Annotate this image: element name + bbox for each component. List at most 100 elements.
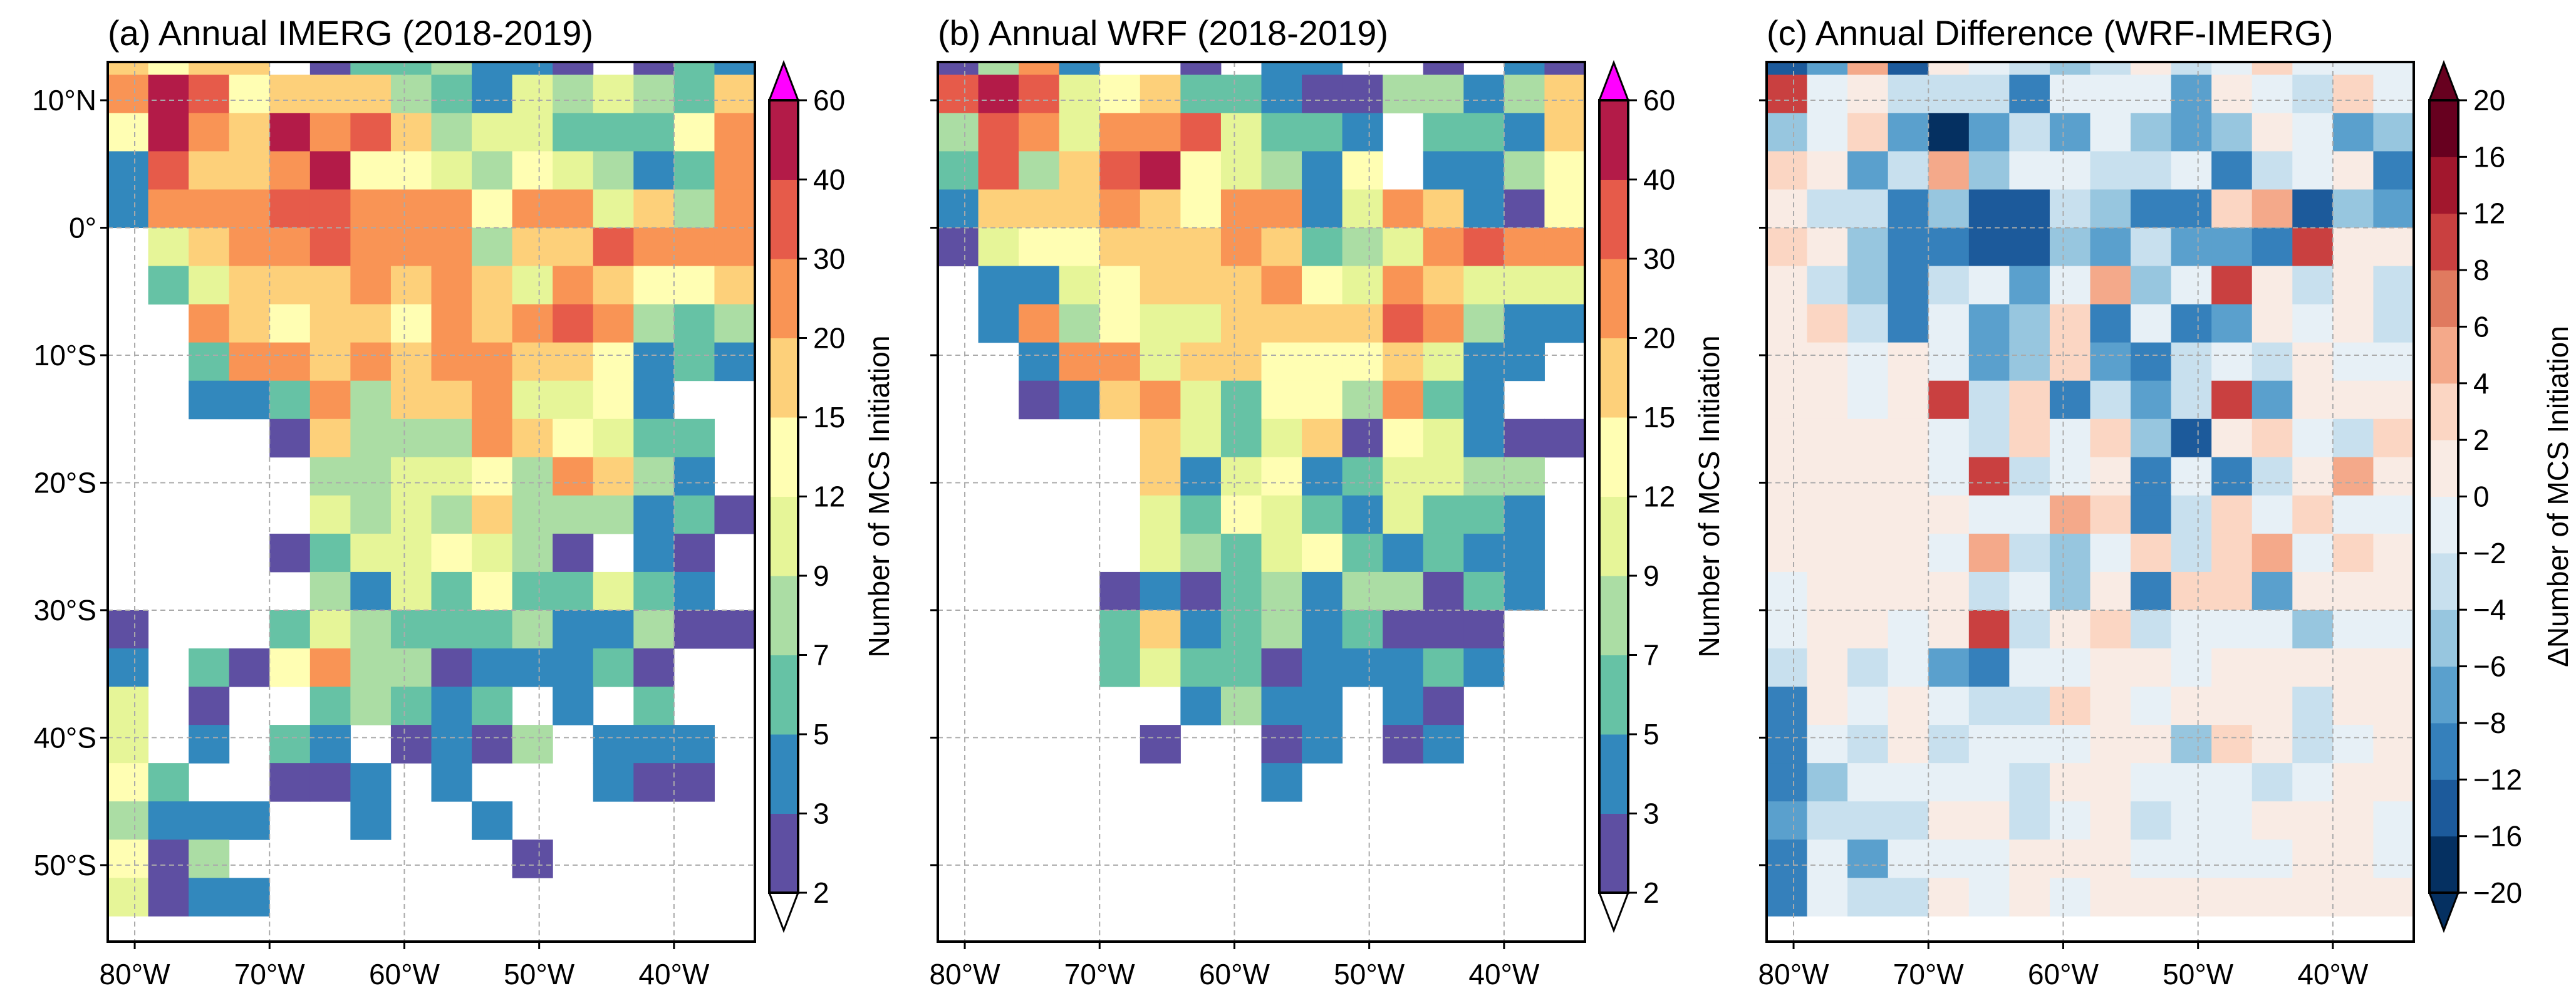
heatmap-cell [2211,687,2253,725]
heatmap-cell [1463,304,1505,343]
colorbar-tick-label: 4 [2473,367,2490,400]
heatmap-cell [1807,418,1848,458]
heatmap-cell [350,687,392,725]
colorbar-extend-max [2428,60,2460,101]
heatmap-cell [2009,648,2050,687]
heatmap-cell [1928,495,1970,534]
heatmap-cell [1220,113,1262,152]
heatmap-cell [633,457,675,496]
heatmap-cell [512,266,553,305]
heatmap-cell [108,687,149,725]
colorbar-tick-label: 2 [813,876,829,909]
heatmap-cell [350,189,392,229]
heatmap-cell [2090,687,2131,725]
heatmap-cell [1463,266,1505,305]
heatmap-cell [148,62,189,75]
heatmap-cell [1928,418,1970,458]
heatmap-cell [633,648,675,687]
heatmap-cell [2131,495,2172,534]
heatmap-cell [2049,113,2090,152]
heatmap-cell [390,380,432,420]
heatmap-cell [2373,648,2414,687]
heatmap-cell [1767,304,1808,343]
heatmap-cell [1140,533,1181,573]
heatmap-cell [148,151,189,190]
heatmap-cell [1928,266,1970,305]
heatmap-cell [553,495,594,534]
heatmap-cell [1220,266,1262,305]
heatmap-cell [1383,457,1424,496]
heatmap-cell [1019,227,1060,267]
heatmap-cell [1767,113,1808,152]
heatmap-cell [390,113,432,152]
heatmap-cell [553,687,594,725]
heatmap-cell [2009,687,2050,725]
heatmap-cell [1767,801,1808,840]
heatmap-cell [593,113,634,152]
colorbar-bin [2429,440,2458,497]
heatmap-cell [673,610,715,649]
heatmap-cell [633,725,675,764]
heatmap-cell [2131,801,2172,840]
heatmap-cell [229,189,270,229]
heatmap-cell [1220,151,1262,190]
x-tick-label: 50°W [1334,958,1405,990]
heatmap-cell [2211,113,2253,152]
heatmap-cell [390,266,432,305]
heatmap-cell [431,725,472,764]
heatmap-cell [1342,304,1383,343]
colorbar-tick-label: 8 [2473,254,2490,286]
heatmap-cell [269,533,311,573]
heatmap-cell [2373,763,2414,802]
heatmap-cell [553,533,594,573]
heatmap-cell [189,266,230,305]
heatmap-cell [2292,648,2334,687]
heatmap-cell [1220,75,1262,113]
heatmap-cell [1099,342,1141,382]
heatmap-cell [1342,151,1383,190]
heatmap-cell [1342,342,1383,382]
heatmap-cell [2131,725,2172,764]
heatmap-cell [1220,571,1262,611]
heatmap-cell [350,266,392,305]
heatmap-cell [2090,610,2131,649]
heatmap-cell [309,62,351,75]
heatmap-cell [1807,687,1848,725]
heatmap-cell [2292,725,2334,764]
heatmap-cell [269,763,311,802]
heatmap-cell [1099,151,1141,190]
heatmap-cell [1928,342,1970,382]
heatmap-cell [269,113,311,152]
heatmap-cell [1180,495,1222,534]
colorbar-tick-label: −16 [2473,820,2522,853]
colorbar-bin [1599,734,1628,814]
heatmap-cell [1261,725,1302,764]
heatmap-cell [1059,62,1100,75]
heatmap-cell [2131,457,2172,496]
colorbar-bin [2429,610,2458,667]
heatmap-cell [553,342,594,382]
heatmap-cell [2090,227,2131,267]
heatmap-cell [1968,418,2010,458]
heatmap-cell [2171,457,2212,496]
heatmap-cell [1261,687,1302,725]
heatmap-cell [2049,687,2090,725]
heatmap-cell [350,113,392,152]
heatmap-cell [593,227,634,267]
heatmap-cell [1888,839,1929,878]
heatmap-cell [633,227,675,267]
heatmap-cell [1342,648,1383,687]
heatmap-cell [1767,571,1808,611]
heatmap-cell [309,610,351,649]
heatmap-cell [1019,266,1060,305]
heatmap-cell [512,648,553,687]
heatmap-cell [2373,227,2414,267]
heatmap-cell [2090,648,2131,687]
heatmap-cell [593,342,634,382]
heatmap-cell [1342,113,1383,152]
heatmap-cell [1099,571,1141,611]
heatmap-cell [1463,457,1505,496]
heatmap-cell [2171,227,2212,267]
heatmap-cell [633,610,675,649]
x-tick-label: 60°W [369,958,440,990]
